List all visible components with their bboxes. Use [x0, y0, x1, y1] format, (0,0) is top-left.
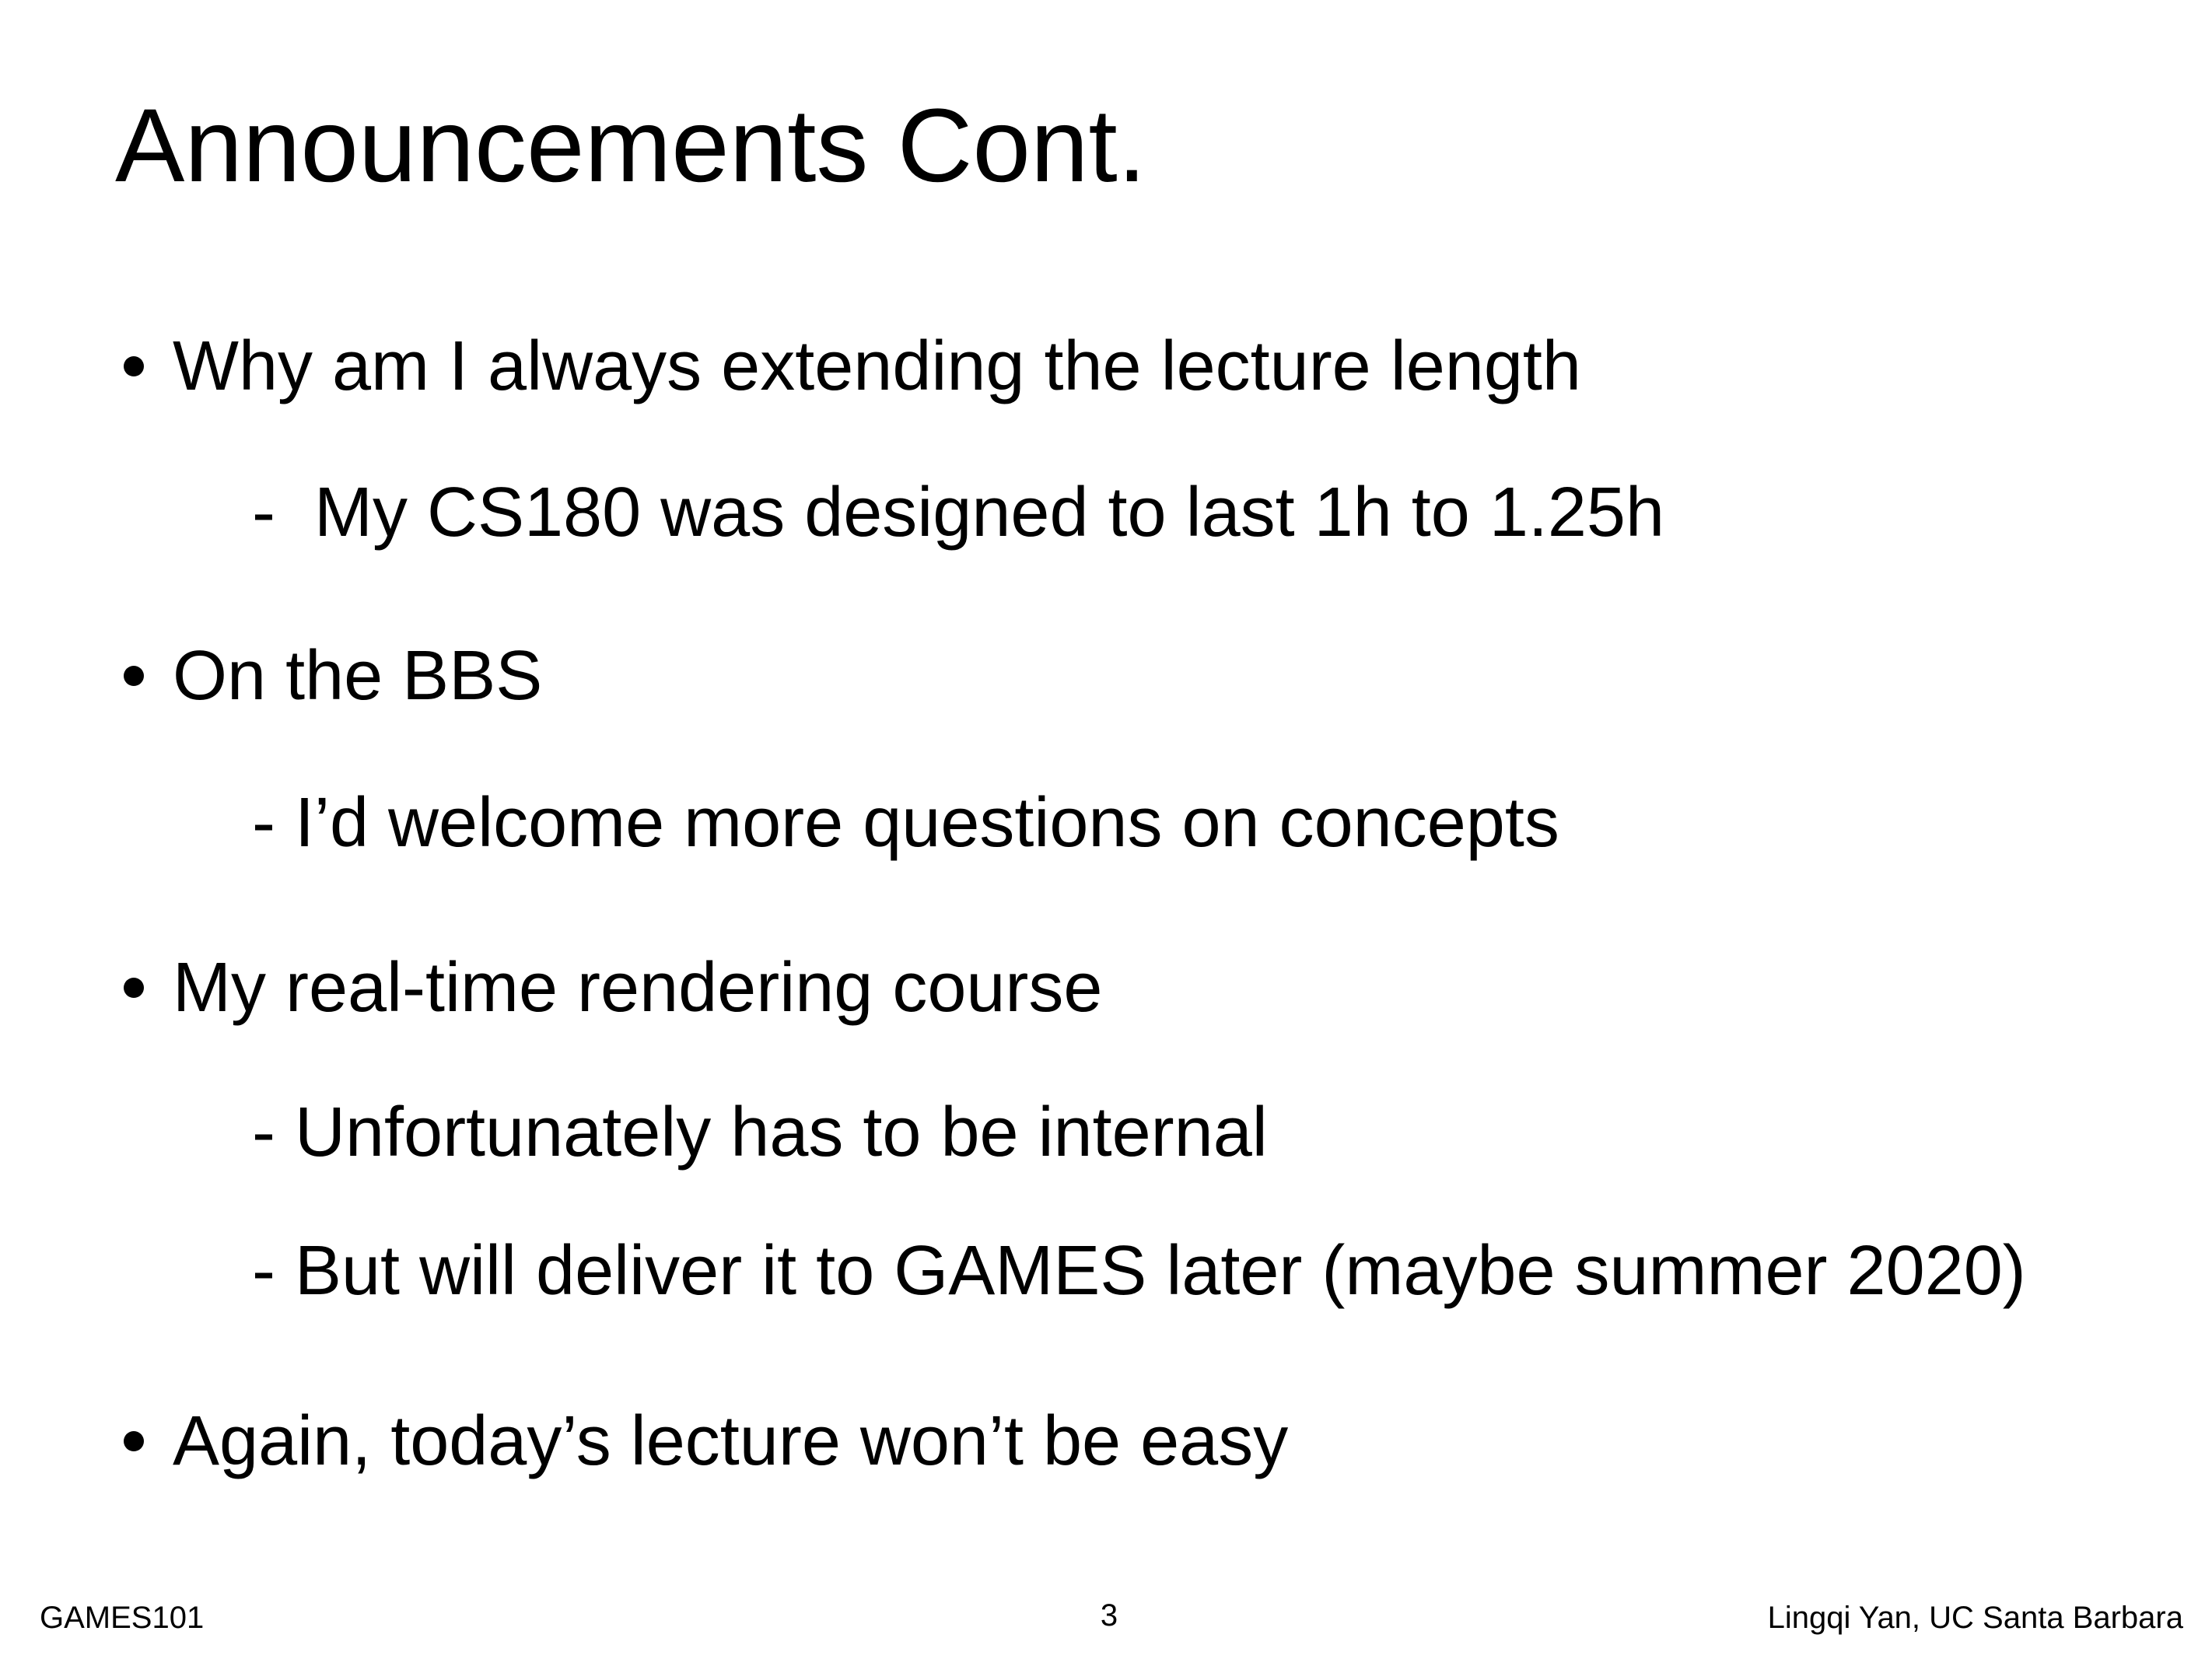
bullet-dot — [124, 978, 144, 998]
sub-bullet-text: - My CS180 was designed to last 1h to 1.… — [252, 474, 1664, 551]
sub-bullet-text: - Unfortunately has to be internal — [252, 1094, 1268, 1171]
bullet-text: Again, today’s lecture won’t be easy — [173, 1402, 1288, 1480]
bullet-dot — [124, 356, 144, 376]
footer-left: GAMES101 — [40, 1601, 204, 1635]
bullet-dot — [124, 666, 144, 686]
sub-bullet-text: - I’d welcome more questions on concepts — [252, 784, 1559, 862]
bullet-text: Why am I always extending the lecture le… — [173, 327, 1581, 405]
slide-title: Announcements Cont. — [115, 88, 1146, 204]
bullet-text: My real-time rendering course — [173, 949, 1102, 1027]
sub-bullet-text: - But will deliver it to GAMES later (ma… — [252, 1232, 2026, 1310]
bullet-text: On the BBS — [173, 637, 542, 715]
footer-right: Lingqi Yan, UC Santa Barbara — [1768, 1601, 2184, 1635]
page-number: 3 — [1101, 1598, 1118, 1633]
bullet-dot — [124, 1431, 144, 1451]
